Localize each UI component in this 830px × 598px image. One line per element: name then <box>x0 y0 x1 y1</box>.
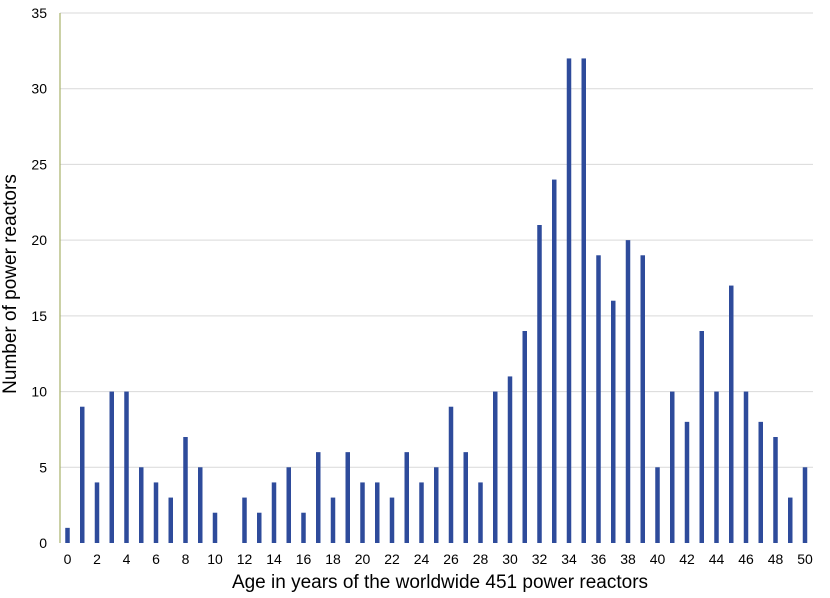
bar-age-1 <box>80 406 85 543</box>
bar-age-26 <box>448 406 454 543</box>
bar-age-22 <box>389 497 395 543</box>
x-tick-label: 50 <box>797 551 813 567</box>
bar-age-40 <box>655 467 660 543</box>
bar-age-43 <box>699 331 704 543</box>
x-tick-label: 24 <box>414 551 430 567</box>
bar-age-10 <box>212 512 218 543</box>
x-tick-label: 30 <box>502 551 518 567</box>
bar-age-33 <box>552 179 557 544</box>
bar-age-46 <box>743 391 749 543</box>
bar-age-30 <box>507 376 513 543</box>
bar-age-37 <box>611 300 616 543</box>
x-tick-label: 32 <box>532 551 548 567</box>
bar-age-39 <box>640 255 645 544</box>
bar-age-7 <box>168 497 173 543</box>
x-tick-label: 42 <box>679 551 695 567</box>
bar-age-38 <box>625 240 631 543</box>
y-axis-ticks: 0 5 10 15 20 25 30 35 <box>31 5 47 551</box>
bar-age-36 <box>596 255 601 544</box>
x-tick-label: 46 <box>738 551 754 567</box>
bars <box>65 58 808 544</box>
bar-age-12 <box>242 497 247 543</box>
bar-age-8 <box>183 437 188 543</box>
y-tick-label: 30 <box>31 81 47 97</box>
bar-age-6 <box>153 482 159 543</box>
bar-age-31 <box>522 331 527 543</box>
x-tick-label: 38 <box>620 551 636 567</box>
bar-age-17 <box>316 452 321 543</box>
y-tick-label: 25 <box>31 156 47 172</box>
bar-age-3 <box>109 391 114 543</box>
x-tick-label: 48 <box>768 551 784 567</box>
bar-age-50 <box>802 467 808 543</box>
bar-age-19 <box>345 452 350 543</box>
x-tick-label: 4 <box>123 551 131 567</box>
y-tick-label: 35 <box>31 5 47 21</box>
x-tick-label: 16 <box>296 551 312 567</box>
x-tick-label: 26 <box>443 551 459 567</box>
bar-age-48 <box>773 437 778 543</box>
bar-age-24 <box>419 482 424 543</box>
bar-age-18 <box>330 497 336 543</box>
bar-age-41 <box>670 391 675 543</box>
x-tick-label: 28 <box>473 551 489 567</box>
x-tick-label: 2 <box>93 551 101 567</box>
y-tick-label: 20 <box>31 232 47 248</box>
x-tick-label: 40 <box>650 551 666 567</box>
bar-age-14 <box>271 482 277 543</box>
x-tick-label: 14 <box>266 551 282 567</box>
bar-age-21 <box>375 482 380 543</box>
bar-age-35 <box>581 58 586 544</box>
bar-age-34 <box>566 58 572 544</box>
bar-age-29 <box>493 391 498 543</box>
bar-age-47 <box>758 421 763 543</box>
bar-age-0 <box>65 527 70 543</box>
y-tick-label: 5 <box>39 459 47 475</box>
x-tick-label: 22 <box>384 551 400 567</box>
bar-age-44 <box>714 391 719 543</box>
x-tick-label: 36 <box>591 551 607 567</box>
x-tick-label: 6 <box>152 551 160 567</box>
y-axis-title: Number of power reactors <box>0 174 21 394</box>
bar-age-20 <box>360 482 365 543</box>
bar-age-4 <box>124 391 129 543</box>
bar-age-23 <box>404 452 409 543</box>
gridlines <box>60 12 813 468</box>
bar-age-13 <box>257 512 262 543</box>
bar-age-32 <box>537 225 542 543</box>
bar-age-2 <box>94 482 100 543</box>
bar-age-15 <box>286 467 291 543</box>
x-axis-ticks: 0 2 4 6 8 10 12 14 16 18 20 22 24 26 28 30 32 34 36 38 40 42 4… <box>64 551 813 567</box>
bar-age-28 <box>478 482 483 543</box>
bar-age-42 <box>684 421 690 543</box>
bar-age-49 <box>788 497 793 543</box>
x-axis-title: Age in years of the worldwide 451 power … <box>232 572 648 593</box>
x-tick-label: 12 <box>237 551 253 567</box>
x-tick-label: 20 <box>355 551 371 567</box>
x-tick-label: 34 <box>561 551 577 567</box>
x-tick-label: 0 <box>64 551 72 567</box>
y-tick-label: 10 <box>31 384 47 400</box>
x-tick-label: 8 <box>182 551 190 567</box>
bar-age-45 <box>729 285 734 543</box>
bar-age-27 <box>463 452 468 543</box>
bar-age-9 <box>198 467 203 543</box>
bar-age-5 <box>139 467 144 543</box>
x-tick-label: 18 <box>325 551 341 567</box>
y-tick-label: 0 <box>39 535 47 551</box>
x-tick-label: 44 <box>709 551 725 567</box>
bar-age-25 <box>434 467 439 543</box>
bar-age-16 <box>301 512 306 543</box>
y-tick-label: 15 <box>31 308 47 324</box>
x-tick-label: 10 <box>207 551 223 567</box>
